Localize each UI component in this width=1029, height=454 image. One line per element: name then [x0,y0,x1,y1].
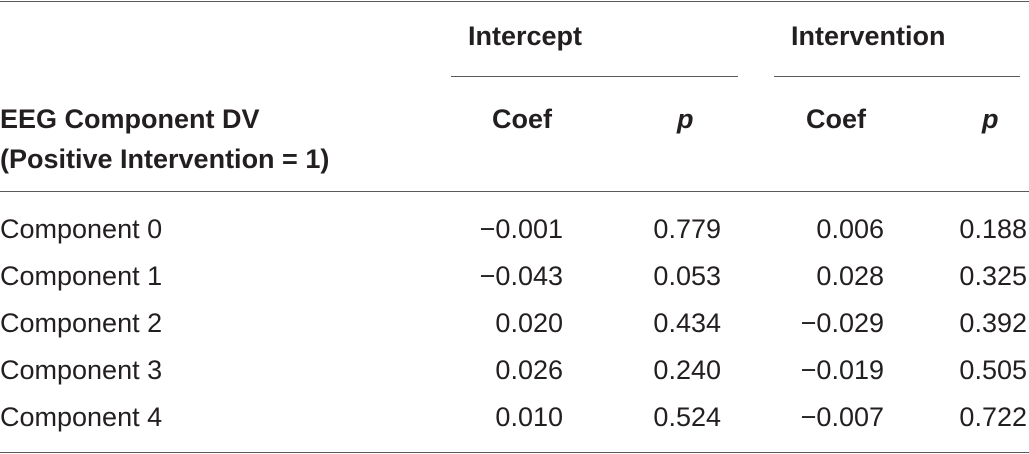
top-rule [0,1,1029,2]
column-header-intercept-p: p [677,104,694,134]
intervention-p-value: 0.392 [959,308,1027,338]
intervention-p-value: 0.188 [959,214,1027,244]
header-rule [0,191,1029,192]
intercept-group-header: Intercept [468,21,583,51]
row-header-line-1: EEG Component DV [0,104,260,134]
column-header-intervention-p: p [982,104,999,134]
intercept-p-value: 0.434 [653,308,721,338]
row-label: Component 4 [0,402,163,432]
intervention-p-value: 0.325 [959,261,1027,291]
intercept-p-value: 0.053 [653,261,721,291]
bottom-rule [0,452,1029,453]
column-header-intervention-coef: Coef [806,104,866,134]
intercept-coef-value: −0.043 [479,261,563,291]
intervention-group-rule [774,76,1020,77]
intervention-coef-value: 0.006 [816,214,884,244]
row-label: Component 3 [0,355,163,385]
intercept-p-value: 0.524 [653,402,721,432]
intervention-coef-value: −0.019 [800,355,884,385]
column-header-intercept-coef: Coef [492,104,552,134]
intercept-coef-value: −0.001 [479,214,563,244]
intervention-coef-value: −0.029 [800,308,884,338]
row-label: Component 0 [0,214,163,244]
intercept-p-value: 0.779 [653,214,721,244]
row-label: Component 2 [0,308,163,338]
intervention-group-header: Intervention [791,21,946,51]
intercept-p-value: 0.240 [653,355,721,385]
intercept-group-rule [451,76,738,77]
intervention-coef-value: 0.028 [816,261,884,291]
row-header-line-2: (Positive Intervention = 1) [0,144,330,174]
intervention-p-value: 0.505 [959,355,1027,385]
intercept-coef-value: 0.020 [495,308,563,338]
intercept-coef-value: 0.026 [495,355,563,385]
intervention-p-value: 0.722 [959,402,1027,432]
intercept-coef-value: 0.010 [495,402,563,432]
intervention-coef-value: −0.007 [800,402,884,432]
row-label: Component 1 [0,261,163,291]
